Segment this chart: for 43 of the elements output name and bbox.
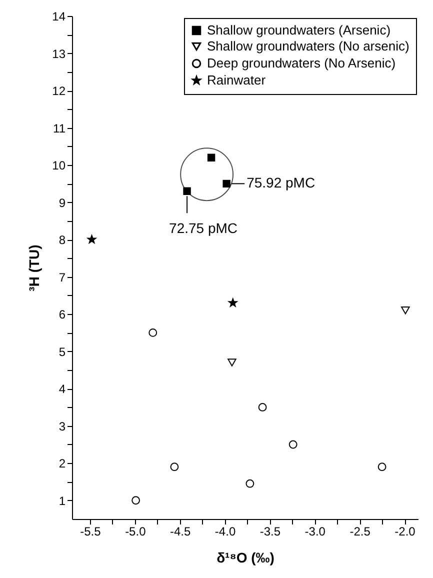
- annotation: 75.92 pMC: [246, 174, 316, 191]
- x-tick-label: -2.0: [394, 524, 416, 538]
- y-tick-label: 10: [52, 158, 66, 173]
- legend-label: Shallow groundwaters (No arsenic): [207, 38, 410, 54]
- point: [288, 440, 298, 449]
- y-tick-label: 3: [58, 419, 66, 434]
- point: [378, 462, 386, 472]
- y-tick-label: 7: [58, 270, 66, 284]
- point: [246, 479, 254, 488]
- y-tick-label: 5: [58, 344, 66, 359]
- y-tick-label: 6: [58, 308, 66, 322]
- y-tick-label: 14: [52, 10, 66, 24]
- point: [170, 462, 179, 472]
- x-tick-label: -2.5: [350, 524, 371, 538]
- y-tick-label: 13: [52, 46, 66, 61]
- point: [222, 180, 230, 188]
- legend-label: Rainwater: [207, 72, 266, 88]
- legend-label: Shallow groundwaters (Arsenic): [207, 22, 391, 38]
- point: [258, 403, 267, 412]
- x-tick-label: -3.0: [304, 524, 326, 538]
- annotation: 72.75 pMC: [169, 220, 238, 236]
- x-tick-label: -5.0: [125, 524, 146, 538]
- y-axis-title: ³H (TU): [26, 244, 42, 292]
- y-tick-label: 4: [58, 382, 66, 396]
- point: [132, 496, 140, 505]
- point: [228, 298, 238, 307]
- point: [228, 358, 236, 366]
- point: [401, 306, 410, 314]
- y-tick-label: 12: [52, 84, 66, 98]
- point: [87, 234, 96, 244]
- point: [148, 328, 158, 337]
- x-tick-label: -5.5: [80, 524, 102, 538]
- y-tick-label: 2: [58, 456, 66, 471]
- x-axis-title: δ¹⁸O (‰): [216, 550, 274, 566]
- y-tick-label: 8: [58, 233, 66, 248]
- y-tick-label: 11: [53, 121, 66, 136]
- legend-label: Deep groundwaters (No Arsenic): [207, 56, 396, 70]
- x-tick-label: -3.5: [260, 524, 281, 538]
- point: [207, 154, 216, 162]
- x-tick-label: -4.0: [214, 524, 236, 538]
- x-tick-label: -4.5: [170, 524, 192, 538]
- y-tick-label: 9: [58, 196, 66, 210]
- y-tick-label: 1: [58, 494, 66, 508]
